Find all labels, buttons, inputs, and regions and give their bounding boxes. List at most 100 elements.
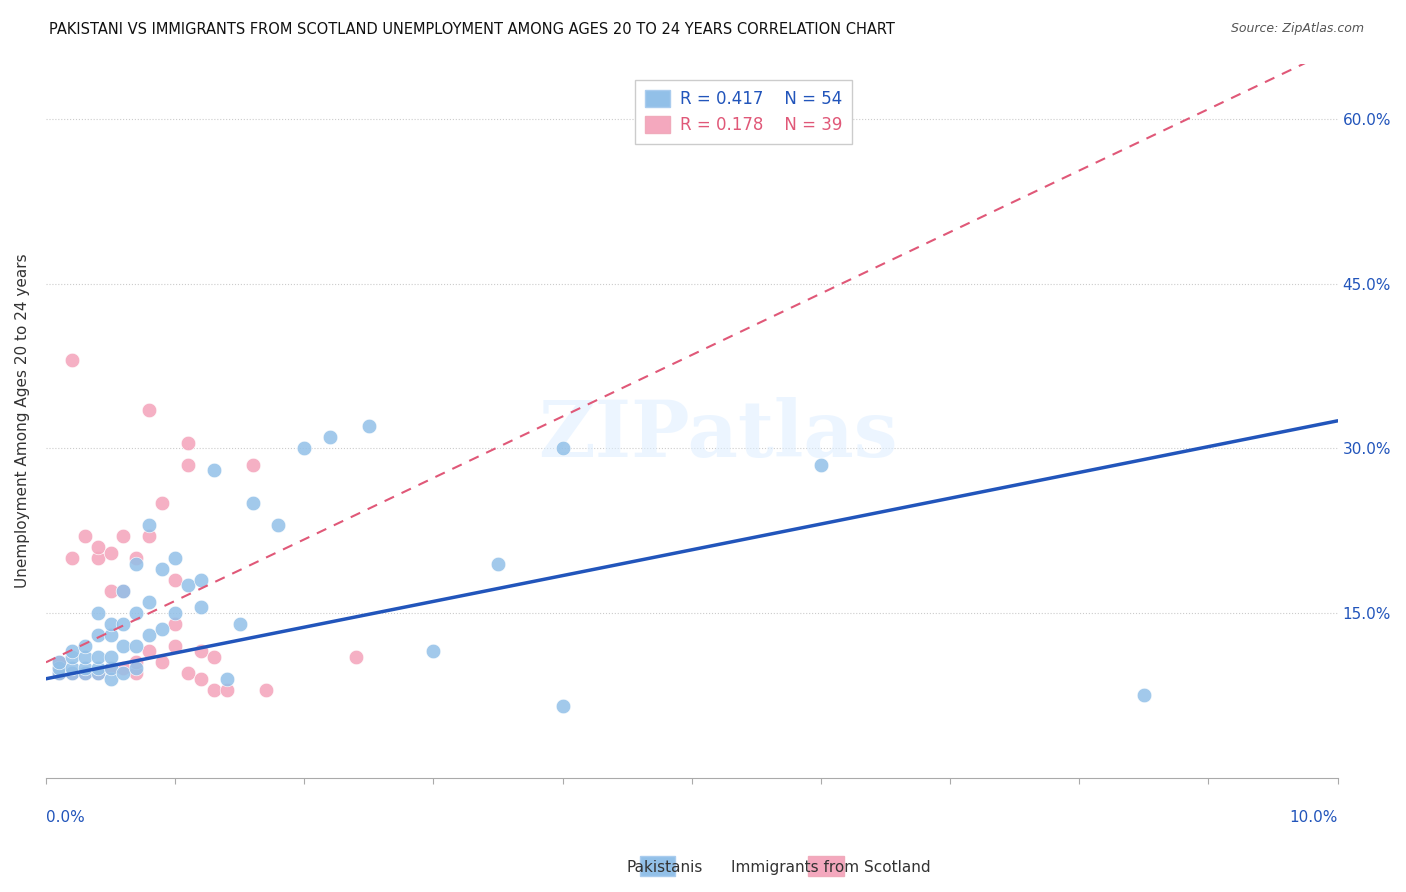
Point	[486, 557, 509, 571]
Point	[125, 666, 148, 681]
Point	[60, 353, 83, 368]
Point	[86, 628, 108, 642]
Point	[138, 402, 160, 417]
Text: 0.0%: 0.0%	[46, 810, 84, 825]
Point	[150, 562, 173, 576]
Point	[125, 656, 148, 670]
Point	[73, 666, 96, 681]
Point	[215, 682, 238, 697]
Point	[112, 661, 135, 675]
Point	[73, 529, 96, 543]
Point	[100, 584, 122, 599]
Point	[138, 628, 160, 642]
Point	[190, 672, 212, 686]
Point	[422, 644, 444, 658]
Point	[112, 639, 135, 653]
Point	[177, 666, 200, 681]
Point	[242, 496, 264, 510]
Point	[202, 649, 225, 664]
Text: Source: ZipAtlas.com: Source: ZipAtlas.com	[1230, 22, 1364, 36]
Point	[86, 606, 108, 620]
Point	[344, 649, 367, 664]
Point	[60, 661, 83, 675]
Point	[100, 628, 122, 642]
Point	[125, 606, 148, 620]
Point	[177, 458, 200, 472]
Point	[60, 666, 83, 681]
Point	[551, 699, 574, 714]
Point	[202, 463, 225, 477]
Point	[319, 430, 342, 444]
Point	[100, 545, 122, 559]
Point	[112, 666, 135, 681]
Point	[190, 644, 212, 658]
Point	[73, 661, 96, 675]
Point	[150, 623, 173, 637]
Point	[242, 458, 264, 472]
Point	[100, 649, 122, 664]
Text: ZIPatlas: ZIPatlas	[538, 397, 897, 473]
Point	[125, 557, 148, 571]
Text: 10.0%: 10.0%	[1289, 810, 1337, 825]
Point	[48, 666, 70, 681]
Point	[86, 649, 108, 664]
Point	[357, 419, 380, 434]
Point	[810, 458, 832, 472]
Point	[100, 672, 122, 686]
Point	[112, 529, 135, 543]
Point	[165, 573, 187, 587]
Point	[177, 578, 200, 592]
Point	[138, 518, 160, 533]
Point	[165, 616, 187, 631]
Point	[100, 661, 122, 675]
Point	[681, 95, 703, 110]
Point	[125, 551, 148, 566]
Point	[165, 606, 187, 620]
Y-axis label: Unemployment Among Ages 20 to 24 years: Unemployment Among Ages 20 to 24 years	[15, 253, 30, 588]
Point	[73, 666, 96, 681]
Point	[112, 584, 135, 599]
Point	[1133, 688, 1156, 702]
Point	[190, 573, 212, 587]
Point	[86, 666, 108, 681]
Point	[254, 682, 277, 697]
Point	[267, 518, 290, 533]
Point	[551, 442, 574, 456]
Point	[190, 600, 212, 615]
Point	[228, 616, 250, 631]
Point	[60, 649, 83, 664]
Point	[73, 639, 96, 653]
Point	[100, 661, 122, 675]
Point	[150, 496, 173, 510]
Point	[165, 639, 187, 653]
Point	[138, 644, 160, 658]
Text: PAKISTANI VS IMMIGRANTS FROM SCOTLAND UNEMPLOYMENT AMONG AGES 20 TO 24 YEARS COR: PAKISTANI VS IMMIGRANTS FROM SCOTLAND UN…	[49, 22, 896, 37]
Point	[150, 656, 173, 670]
Point	[48, 661, 70, 675]
Text: Immigrants from Scotland: Immigrants from Scotland	[731, 860, 931, 874]
Point	[165, 551, 187, 566]
Point	[86, 666, 108, 681]
Point	[86, 551, 108, 566]
Point	[86, 540, 108, 554]
Point	[60, 666, 83, 681]
Text: Pakistanis: Pakistanis	[627, 860, 703, 874]
Point	[48, 661, 70, 675]
Point	[112, 584, 135, 599]
Point	[48, 656, 70, 670]
Point	[125, 661, 148, 675]
Point	[138, 595, 160, 609]
Point	[292, 442, 315, 456]
Point	[60, 644, 83, 658]
Legend: R = 0.417    N = 54, R = 0.178    N = 39: R = 0.417 N = 54, R = 0.178 N = 39	[634, 79, 852, 145]
Point	[48, 656, 70, 670]
Point	[202, 682, 225, 697]
Point	[86, 661, 108, 675]
Point	[125, 639, 148, 653]
Point	[215, 672, 238, 686]
Point	[48, 666, 70, 681]
Point	[100, 616, 122, 631]
Point	[112, 616, 135, 631]
Point	[60, 551, 83, 566]
Point	[177, 435, 200, 450]
